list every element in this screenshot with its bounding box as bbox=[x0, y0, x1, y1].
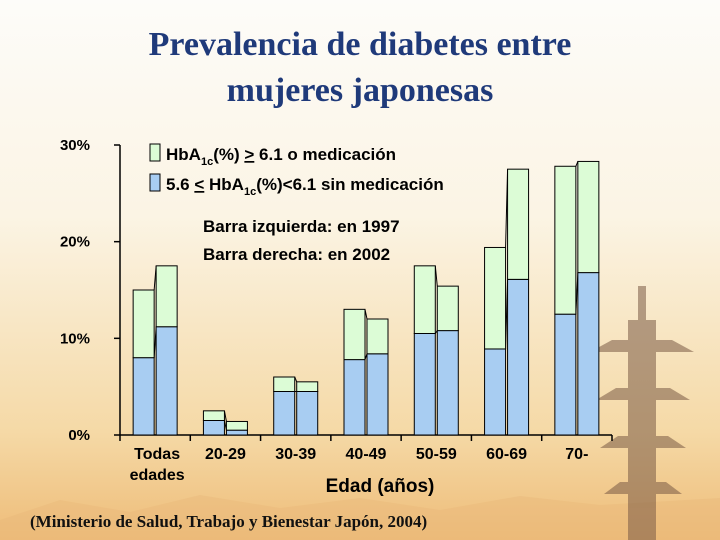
x-axis-title: Edad (años) bbox=[326, 476, 435, 497]
bar-lower-1997 bbox=[273, 391, 296, 436]
y-tick-labels: 0% 10% 20% 30% bbox=[60, 137, 90, 444]
legend-label-lower: 5.6 < HbA1c(%)<6.1 sin medicación bbox=[166, 175, 444, 198]
bar-upper-1997 bbox=[484, 246, 507, 350]
bar-lower-1997 bbox=[413, 333, 436, 436]
annotation-left-bar: Barra izquierda: en 1997 bbox=[203, 217, 400, 236]
bar-lower-2002 bbox=[577, 272, 600, 436]
bar-upper-1997 bbox=[554, 165, 577, 315]
y-tick-label: 30% bbox=[60, 137, 90, 154]
x-tick-label: 20-29 bbox=[205, 446, 246, 463]
x-tick-labels: Todas edades 20-29 30-39 40-49 50-59 60-69 70- bbox=[130, 446, 589, 484]
legend-label-upper: HbA1c(%) > 6.1 o medicación bbox=[166, 145, 396, 168]
bar-upper-2002 bbox=[296, 381, 319, 393]
bar-upper-1997 bbox=[343, 308, 366, 361]
y-tick-label: 20% bbox=[60, 234, 90, 251]
y-tick-label: 10% bbox=[60, 330, 90, 347]
x-tick-label: Todas bbox=[134, 446, 180, 463]
annotation-right-bar: Barra derecha: en 2002 bbox=[203, 245, 390, 264]
legend-swatch-upper bbox=[149, 143, 161, 162]
bar-lower-1997 bbox=[202, 420, 225, 436]
bar-upper-2002 bbox=[436, 285, 459, 332]
bar-upper-1997 bbox=[202, 410, 225, 422]
x-tick-label: edades bbox=[130, 467, 185, 484]
bars bbox=[132, 160, 600, 436]
background-pagoda bbox=[0, 286, 720, 540]
bar-upper-1997 bbox=[413, 265, 436, 335]
bar-upper-2002 bbox=[225, 420, 248, 431]
legend: HbA1c(%) > 6.1 o medicación 5.6 < HbA1c(… bbox=[149, 143, 444, 198]
x-tick-label: 30-39 bbox=[275, 446, 316, 463]
bar-lower-2002 bbox=[507, 278, 530, 436]
source-citation: (Ministerio de Salud, Trabajo y Bienesta… bbox=[30, 512, 428, 531]
legend-swatch-lower bbox=[149, 173, 161, 192]
bar-upper-1997 bbox=[132, 289, 155, 359]
bar-lower-2002 bbox=[366, 353, 389, 436]
bar-lower-2002 bbox=[296, 391, 319, 436]
x-tick-label: 50-59 bbox=[416, 446, 457, 463]
title-line-1: Prevalencia de diabetes entre bbox=[148, 26, 572, 63]
slide-title: Prevalencia de diabetes entre mujeres ja… bbox=[0, 22, 720, 114]
y-tick-label: 0% bbox=[68, 427, 90, 444]
bar-lower-2002 bbox=[225, 429, 248, 436]
axes bbox=[114, 144, 613, 441]
x-tick-label: 40-49 bbox=[346, 446, 387, 463]
bar-lower-2002 bbox=[436, 330, 459, 436]
title-line-2: mujeres japonesas bbox=[226, 72, 494, 109]
bar-upper-1997 bbox=[273, 376, 296, 392]
x-tick-label: 70- bbox=[565, 446, 588, 463]
bar-lower-2002 bbox=[155, 326, 178, 436]
bar-upper-2002 bbox=[155, 265, 178, 328]
bar-upper-2002 bbox=[507, 168, 530, 280]
bar-lower-1997 bbox=[343, 359, 366, 436]
bar-lower-1997 bbox=[132, 357, 155, 436]
bar-upper-2002 bbox=[366, 318, 389, 355]
bar-lower-1997 bbox=[554, 313, 577, 436]
x-tick-label: 60-69 bbox=[486, 446, 527, 463]
bar-lower-1997 bbox=[484, 348, 507, 436]
bar-upper-2002 bbox=[577, 160, 600, 274]
